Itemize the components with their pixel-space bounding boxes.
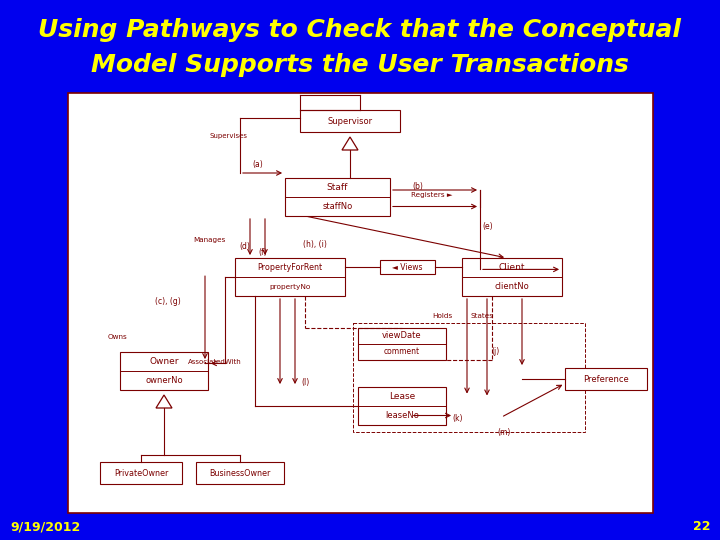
Text: viewDate: viewDate [382, 332, 422, 341]
Text: (b): (b) [413, 181, 423, 191]
Bar [358, 328, 446, 360]
Text: (m): (m) [498, 429, 510, 437]
Text: (f): (f) [258, 247, 267, 256]
Text: AssociatedWith: AssociatedWith [188, 359, 242, 365]
Text: Preference: Preference [583, 375, 629, 383]
Text: 22: 22 [693, 521, 710, 534]
Text: staffNo: staffNo [323, 202, 353, 211]
Bar [235, 258, 345, 296]
Text: (h), (i): (h), (i) [303, 240, 327, 248]
Bar [300, 110, 400, 132]
Text: 9/19/2012: 9/19/2012 [10, 521, 80, 534]
Text: leaseNo: leaseNo [385, 411, 419, 420]
Bar [462, 258, 562, 296]
Bar [120, 352, 208, 390]
Text: Lease: Lease [389, 392, 415, 401]
Text: States: States [470, 313, 493, 319]
Text: (l): (l) [301, 377, 309, 387]
Text: PrivateOwner: PrivateOwner [114, 469, 168, 477]
Text: Supervisor: Supervisor [328, 117, 372, 125]
Text: (k): (k) [453, 414, 463, 423]
Text: ownerNo: ownerNo [145, 376, 183, 385]
Bar [285, 178, 390, 216]
Bar [358, 387, 446, 425]
Bar [380, 260, 435, 274]
Text: Model Supports the User Transactions: Model Supports the User Transactions [91, 53, 629, 77]
Text: Supervises: Supervises [210, 133, 248, 139]
Text: (e): (e) [482, 221, 493, 231]
Text: (d): (d) [240, 241, 251, 251]
Text: (a): (a) [253, 160, 264, 170]
Text: Owner: Owner [149, 357, 179, 366]
Text: (j): (j) [491, 347, 499, 355]
Bar [196, 462, 284, 484]
Bar [353, 323, 585, 432]
Text: BusinessOwner: BusinessOwner [210, 469, 271, 477]
Text: PropertyForRent: PropertyForRent [258, 263, 323, 272]
Text: comment: comment [384, 348, 420, 356]
Text: Manages: Manages [193, 237, 225, 243]
Text: Owns: Owns [108, 334, 127, 340]
Text: Holds: Holds [432, 313, 452, 319]
Text: Client: Client [499, 263, 526, 272]
Text: ◄ Views: ◄ Views [392, 262, 423, 272]
Text: (c), (g): (c), (g) [155, 298, 181, 307]
Text: propertyNo: propertyNo [269, 284, 311, 289]
Text: Staff: Staff [327, 183, 348, 192]
Text: Using Pathways to Check that the Conceptual: Using Pathways to Check that the Concept… [38, 18, 682, 42]
Text: clientNo: clientNo [495, 282, 529, 291]
Bar [100, 462, 182, 484]
Bar [68, 93, 653, 513]
Text: Registers ►: Registers ► [411, 192, 453, 198]
Bar [565, 368, 647, 390]
